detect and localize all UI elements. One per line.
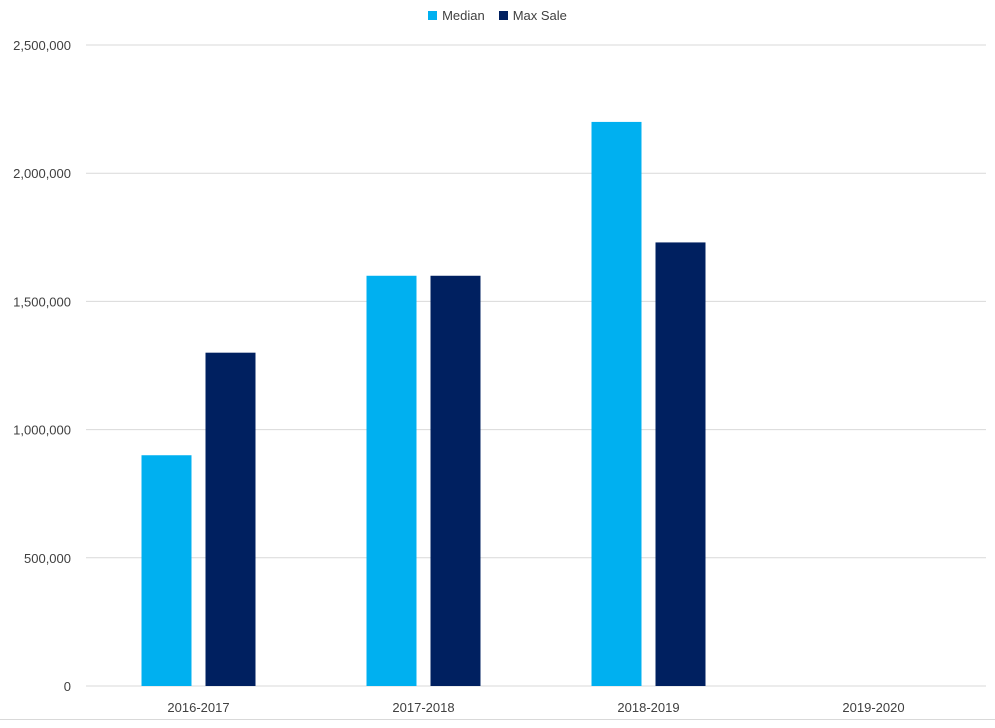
legend-item-max-sale: Max Sale <box>498 8 567 23</box>
legend-label-max-sale: Max Sale <box>512 8 567 23</box>
x-tick-label: 2018-2019 <box>617 700 679 715</box>
bar-median-2016-2017 <box>141 455 192 686</box>
bar-max-sale-2018-2019 <box>655 242 706 687</box>
y-tick-label: 500,000 <box>24 551 71 566</box>
legend-swatch-median <box>428 11 438 20</box>
bar-max-sale-2017-2018 <box>430 275 481 686</box>
bar-median-2018-2019 <box>591 121 642 687</box>
y-tick-label: 1,500,000 <box>13 294 71 309</box>
bar-max-sale-2016-2017 <box>205 352 256 686</box>
legend: Median Max Sale <box>0 8 995 23</box>
y-tick-label: 2,500,000 <box>13 38 71 53</box>
x-tick-label: 2017-2018 <box>392 700 454 715</box>
bar-median-2017-2018 <box>366 275 417 686</box>
y-tick-label: 1,000,000 <box>13 423 71 438</box>
legend-swatch-max-sale <box>498 11 508 20</box>
x-tick-label: 2016-2017 <box>167 700 229 715</box>
legend-item-median: Median <box>428 8 485 23</box>
y-tick-label: 0 <box>64 679 71 694</box>
legend-label-median: Median <box>442 8 485 23</box>
x-tick-label: 2019-2020 <box>842 700 904 715</box>
spreadsheet-gridline <box>0 719 995 728</box>
y-tick-label: 2,000,000 <box>13 166 71 181</box>
